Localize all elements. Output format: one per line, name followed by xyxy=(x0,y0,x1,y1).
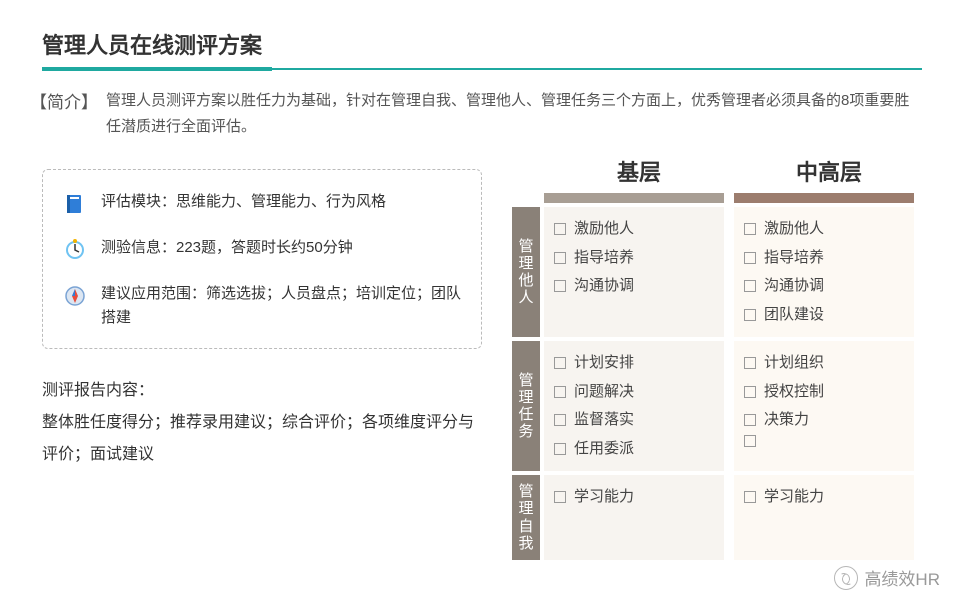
col-header-senior: 中高层 xyxy=(734,155,924,187)
checkbox-icon xyxy=(744,280,756,292)
col-header-basic: 基层 xyxy=(544,155,734,187)
report-section: 测评报告内容： 整体胜任度得分；推荐录用建议；综合评价；各项维度评分与评价；面试… xyxy=(42,375,482,471)
check-item-label: 问题解决 xyxy=(574,378,634,407)
check-item-label: 沟通协调 xyxy=(574,272,634,301)
check-item-label: 团队建设 xyxy=(764,301,824,330)
info-text: 测验信息：223题，答题时长约50分钟 xyxy=(101,236,353,260)
check-item-label: 决策力 xyxy=(764,406,809,435)
check-item: 沟通协调 xyxy=(554,272,714,301)
check-item-label: 沟通协调 xyxy=(764,272,824,301)
check-item: 任用委派 xyxy=(554,435,714,464)
row-label: 管理任务 xyxy=(512,341,540,471)
check-item: 学习能力 xyxy=(744,483,904,512)
checkbox-icon xyxy=(554,280,566,292)
watermark-text: 高绩效HR xyxy=(864,565,940,590)
check-item: 计划组织 xyxy=(744,349,904,378)
checkbox-icon xyxy=(554,414,566,426)
check-item: 授权控制 xyxy=(744,378,904,407)
grid-cell: 激励他人指导培养沟通协调 xyxy=(544,207,724,337)
check-item-label: 任用委派 xyxy=(574,435,634,464)
check-item: 激励他人 xyxy=(744,215,904,244)
info-item-test: 测验信息：223题，答题时长约50分钟 xyxy=(61,236,463,264)
check-item: 监督落实 xyxy=(554,406,714,435)
grid-cell: 学习能力 xyxy=(544,475,724,560)
check-item-label: 学习能力 xyxy=(574,483,634,512)
grid-row: 管理自我 学习能力 学习能力 xyxy=(512,475,960,564)
checkbox-icon xyxy=(744,223,756,235)
compass-icon xyxy=(61,282,89,310)
checkbox-icon xyxy=(744,386,756,398)
wechat-icon xyxy=(834,566,858,590)
info-box: 评估模块：思维能力、管理能力、行为风格 测验信息：223题，答题时长约50分钟 … xyxy=(42,169,482,349)
report-body: 整体胜任度得分；推荐录用建议；综合评价；各项维度评分与评价；面试建议 xyxy=(42,407,482,471)
watermark: 高绩效HR xyxy=(834,565,940,590)
grid-cell: 计划组织授权控制决策力 xyxy=(734,341,914,471)
book-icon xyxy=(61,190,89,218)
intro-text: 管理人员测评方案以胜任力为基础，针对在管理自我、管理他人、管理任务三个方面上，优… xyxy=(106,88,918,139)
check-item-label: 指导培养 xyxy=(574,244,634,273)
intro-row: 【简介】 管理人员测评方案以胜任力为基础，针对在管理自我、管理他人、管理任务三个… xyxy=(0,88,960,155)
check-item-label: 激励他人 xyxy=(574,215,634,244)
check-item: 激励他人 xyxy=(554,215,714,244)
grid-cell: 计划安排问题解决监督落实任用委派 xyxy=(544,341,724,471)
check-item-label: 激励他人 xyxy=(764,215,824,244)
check-item-label: 计划组织 xyxy=(764,349,824,378)
col-bar-senior xyxy=(734,193,914,203)
checkbox-icon xyxy=(554,443,566,455)
checkbox-icon xyxy=(744,414,756,426)
check-item-label: 指导培养 xyxy=(764,244,824,273)
check-item: 问题解决 xyxy=(554,378,714,407)
check-item-label: 学习能力 xyxy=(764,483,824,512)
checkbox-icon xyxy=(554,491,566,503)
check-item-label: 授权控制 xyxy=(764,378,824,407)
clock-icon xyxy=(61,236,89,264)
checkbox-icon xyxy=(554,386,566,398)
check-item: 决策力 xyxy=(744,406,904,435)
check-item: 指导培养 xyxy=(744,244,904,273)
checkbox-icon xyxy=(744,309,756,321)
checkbox-icon xyxy=(744,357,756,369)
page-title: 管理人员在线测评方案 xyxy=(0,0,960,68)
report-heading: 测评报告内容： xyxy=(42,375,482,407)
info-text: 建议应用范围：筛选选拔；人员盘点；培训定位；团队搭建 xyxy=(101,282,463,330)
check-item: 沟通协调 xyxy=(744,272,904,301)
row-label: 管理他人 xyxy=(512,207,540,337)
check-item: 指导培养 xyxy=(554,244,714,273)
check-item: 学习能力 xyxy=(554,483,714,512)
checkbox-icon xyxy=(554,223,566,235)
intro-label: 【简介】 xyxy=(30,88,98,139)
grid-cell: 学习能力 xyxy=(734,475,914,560)
row-label: 管理自我 xyxy=(512,475,540,560)
check-item: 计划安排 xyxy=(554,349,714,378)
col-bar-basic xyxy=(544,193,724,203)
competency-grid: 基层 中高层 管理他人激励他人指导培养沟通协调激励他人指导培养沟通协调团队建设管… xyxy=(512,155,960,564)
checkbox-icon xyxy=(554,357,566,369)
checkbox-icon xyxy=(744,435,756,447)
grid-row: 管理任务计划安排问题解决监督落实任用委派计划组织授权控制决策力 xyxy=(512,341,960,475)
check-item-label: 计划安排 xyxy=(574,349,634,378)
info-text: 评估模块：思维能力、管理能力、行为风格 xyxy=(101,190,386,214)
checkbox-icon xyxy=(554,252,566,264)
check-item xyxy=(744,435,904,447)
check-item: 团队建设 xyxy=(744,301,904,330)
checkbox-icon xyxy=(744,491,756,503)
check-item-label: 监督落实 xyxy=(574,406,634,435)
checkbox-icon xyxy=(744,252,756,264)
info-item-scope: 建议应用范围：筛选选拔；人员盘点；培训定位；团队搭建 xyxy=(61,282,463,330)
title-underline xyxy=(42,68,922,70)
grid-cell: 激励他人指导培养沟通协调团队建设 xyxy=(734,207,914,337)
grid-row: 管理他人激励他人指导培养沟通协调激励他人指导培养沟通协调团队建设 xyxy=(512,207,960,341)
info-item-modules: 评估模块：思维能力、管理能力、行为风格 xyxy=(61,190,463,218)
